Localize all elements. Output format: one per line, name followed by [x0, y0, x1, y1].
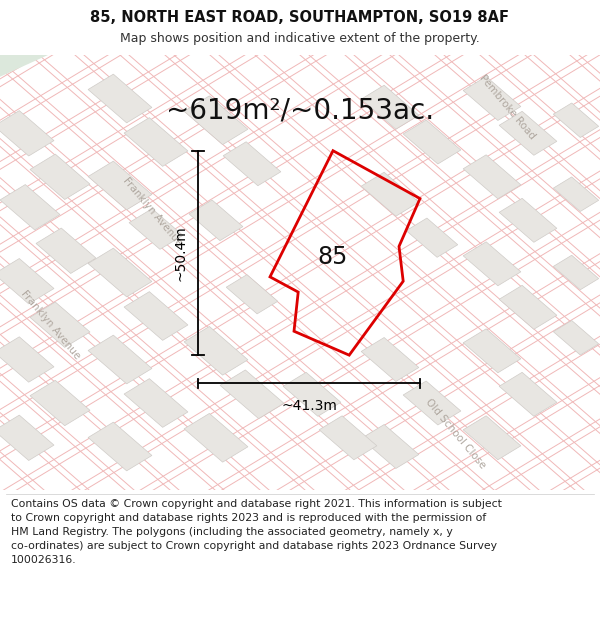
Bar [463, 76, 521, 121]
Bar [553, 103, 599, 138]
Bar [30, 381, 90, 426]
Bar [184, 414, 248, 462]
Bar [184, 96, 248, 144]
Bar [553, 177, 599, 211]
Text: Map shows position and indicative extent of the property.: Map shows position and indicative extent… [120, 32, 480, 45]
Polygon shape [0, 55, 48, 77]
Bar [361, 338, 419, 381]
Bar [88, 335, 152, 384]
Bar [88, 422, 152, 471]
Bar [124, 118, 188, 166]
Text: ~50.4m: ~50.4m [173, 225, 187, 281]
Bar [403, 120, 461, 164]
Bar [124, 379, 188, 428]
Bar [184, 326, 248, 375]
Bar [0, 337, 54, 382]
Bar [361, 424, 419, 469]
Bar [0, 111, 54, 156]
Text: Old School Close: Old School Close [424, 397, 488, 470]
Text: Franklyn Avenue: Franklyn Avenue [121, 176, 185, 248]
Bar [36, 228, 96, 273]
Bar [88, 248, 152, 297]
Bar [361, 85, 419, 129]
Text: ~41.3m: ~41.3m [281, 399, 337, 412]
Bar [499, 286, 557, 329]
Bar [319, 416, 377, 460]
Text: 85: 85 [318, 245, 348, 269]
Bar [30, 154, 90, 199]
Text: Franklyn Avenue: Franklyn Avenue [19, 289, 83, 361]
Bar [361, 173, 419, 216]
Text: ~619m²/~0.153ac.: ~619m²/~0.153ac. [166, 96, 434, 124]
Text: Pembroke Road: Pembroke Road [477, 73, 537, 141]
Bar [223, 142, 281, 186]
Bar [463, 329, 521, 372]
Text: 85, NORTH EAST ROAD, SOUTHAMPTON, SO19 8AF: 85, NORTH EAST ROAD, SOUTHAMPTON, SO19 8… [91, 10, 509, 25]
Bar [189, 200, 243, 241]
Bar [463, 242, 521, 286]
Bar [124, 292, 188, 341]
Bar [129, 209, 183, 249]
Bar [463, 155, 521, 199]
Bar [553, 321, 599, 355]
Bar [553, 255, 599, 290]
Bar [403, 381, 461, 425]
Bar [0, 259, 54, 304]
Bar [0, 184, 60, 230]
Bar [499, 198, 557, 242]
Text: Contains OS data © Crown copyright and database right 2021. This information is : Contains OS data © Crown copyright and d… [11, 499, 502, 566]
Bar [88, 161, 152, 210]
Bar [283, 372, 341, 416]
Bar [226, 274, 278, 314]
Bar [220, 370, 284, 419]
Bar [499, 111, 557, 155]
Bar [499, 372, 557, 416]
Bar [463, 416, 521, 460]
Bar [406, 218, 458, 258]
Bar [0, 415, 54, 461]
Bar [88, 74, 152, 123]
Bar [30, 302, 90, 348]
